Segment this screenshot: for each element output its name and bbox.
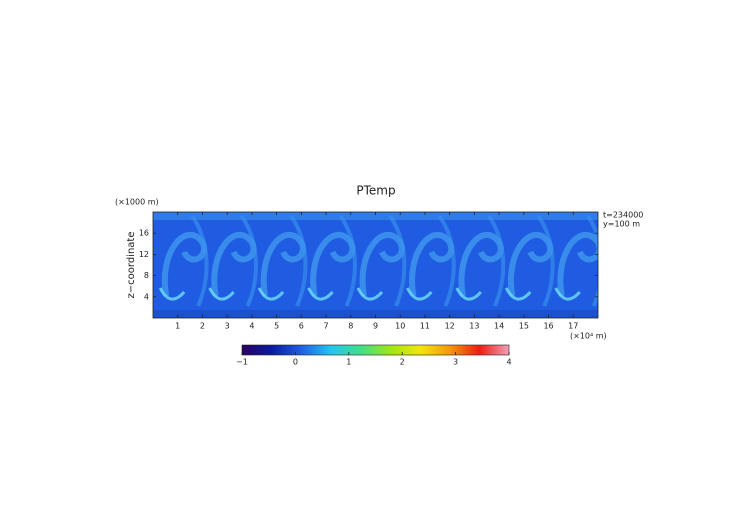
plume xyxy=(388,214,407,307)
x-tick-label: 12 xyxy=(445,322,455,331)
y-unit: (×1000 m) xyxy=(115,198,159,207)
plume xyxy=(257,287,285,301)
x-tick-label: 2 xyxy=(200,322,205,331)
colorbar-tick-label: 2 xyxy=(400,358,405,367)
plume xyxy=(158,287,186,301)
colorbar xyxy=(241,344,510,356)
x-tick-label: 7 xyxy=(324,322,329,331)
x-tick-label: 8 xyxy=(348,322,353,331)
x-tick-label: 14 xyxy=(494,322,504,331)
plume xyxy=(260,232,306,297)
colorbar-tick-label: 3 xyxy=(453,358,458,367)
x-tick-label: 10 xyxy=(395,322,405,331)
colorbar-tick-label: 4 xyxy=(506,358,511,367)
plume xyxy=(406,287,433,301)
y-tick-label: 8 xyxy=(144,271,149,280)
plume xyxy=(557,232,598,297)
plume xyxy=(310,232,356,297)
plume xyxy=(289,214,308,307)
x-tick-label: 13 xyxy=(469,322,479,331)
x-tick-label: 5 xyxy=(274,322,279,331)
x-unit: (×10⁴ m) xyxy=(570,332,607,341)
x-tick-label: 9 xyxy=(373,322,378,331)
plume xyxy=(153,212,598,220)
x-tick-label: 16 xyxy=(543,322,553,331)
plume xyxy=(161,232,207,297)
plume xyxy=(190,214,209,307)
x-tick-label: 17 xyxy=(568,322,578,331)
plume xyxy=(487,214,506,307)
colorbar-tick-label: 0 xyxy=(293,358,298,367)
y-tick-label: 4 xyxy=(144,292,149,301)
plume xyxy=(437,214,456,307)
plume xyxy=(307,287,334,301)
x-tick-label: 1 xyxy=(175,322,180,331)
plume xyxy=(586,214,598,307)
x-tick-label: 6 xyxy=(299,322,304,331)
y-tick-label: 12 xyxy=(139,250,149,259)
chart-title: PTemp xyxy=(356,184,395,198)
y-tick-label: 16 xyxy=(139,229,149,238)
plume xyxy=(458,232,504,297)
plume xyxy=(356,287,384,301)
plume xyxy=(338,214,357,307)
field-background xyxy=(153,212,598,318)
y-axis-label: z−coordinate xyxy=(126,232,137,299)
field xyxy=(153,212,598,318)
annotation: t=234000 xyxy=(603,211,643,220)
plume xyxy=(208,287,235,301)
plume xyxy=(359,232,405,297)
x-tick-label: 3 xyxy=(225,322,230,331)
plume xyxy=(554,287,581,301)
colorbar-tick-label: −1 xyxy=(236,358,248,367)
plume xyxy=(409,232,455,297)
plume xyxy=(536,214,555,307)
x-tick-label: 11 xyxy=(420,322,430,331)
plume xyxy=(507,232,554,297)
plume xyxy=(455,287,482,301)
plume xyxy=(504,287,532,301)
annotation: y=100 m xyxy=(603,220,640,229)
colorbar-tick-label: 1 xyxy=(346,358,351,367)
plume xyxy=(211,232,257,297)
x-tick-label: 4 xyxy=(249,322,254,331)
plume xyxy=(239,214,258,307)
plume xyxy=(153,310,598,318)
x-tick-label: 15 xyxy=(519,322,529,331)
